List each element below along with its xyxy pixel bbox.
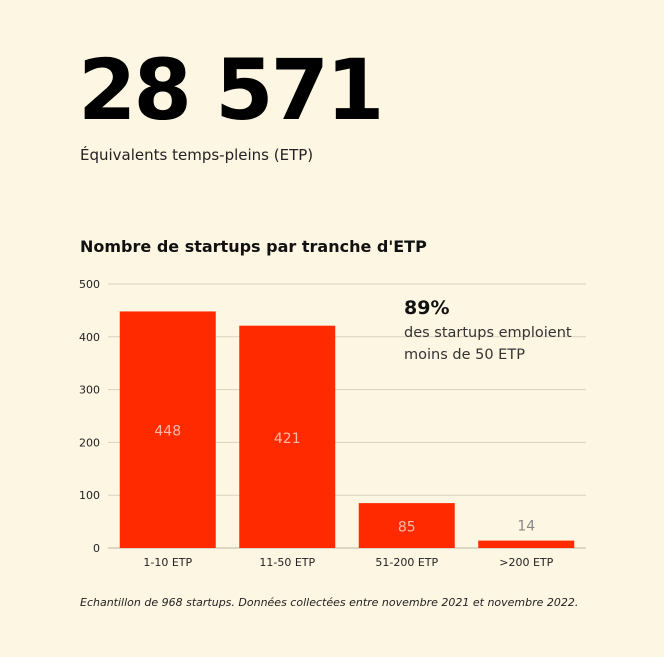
bar bbox=[478, 540, 575, 548]
bar-chart: 0 100 200 300 400 500 448 1-10 ETP 421 11-50 ETP 8… bbox=[79, 278, 586, 569]
data-label: 14 bbox=[517, 519, 535, 535]
callout-value: 89% bbox=[404, 297, 450, 319]
bar bbox=[358, 503, 455, 548]
headline-value: 28 571 bbox=[78, 41, 384, 139]
callout: 89% des startups emploient moins de 50 E… bbox=[404, 294, 604, 366]
y-tick-label: 100 bbox=[79, 489, 100, 502]
x-tick-label: 51-200 ETP bbox=[375, 556, 438, 569]
data-label: 85 bbox=[398, 520, 416, 536]
headline-label: Équivalents temps-pleins (ETP) bbox=[80, 146, 314, 164]
footnote: Echantillon de 968 startups. Données col… bbox=[80, 596, 579, 609]
data-label: 421 bbox=[274, 431, 301, 447]
bar bbox=[239, 325, 336, 548]
bar bbox=[119, 311, 216, 548]
y-tick-label: 200 bbox=[79, 436, 100, 449]
y-tick-label: 500 bbox=[79, 278, 100, 291]
x-tick-label: 1-10 ETP bbox=[143, 556, 192, 569]
y-tick-label: 400 bbox=[79, 331, 100, 344]
chart-title: Nombre de startups par tranche d'ETP bbox=[80, 237, 427, 256]
y-tick-label: 0 bbox=[93, 542, 100, 555]
x-tick-label: >200 ETP bbox=[499, 556, 553, 569]
data-label: 448 bbox=[154, 424, 181, 440]
callout-text: des startups emploient moins de 50 ETP bbox=[404, 325, 572, 363]
y-tick-label: 300 bbox=[79, 384, 100, 397]
x-tick-label: 11-50 ETP bbox=[259, 556, 315, 569]
